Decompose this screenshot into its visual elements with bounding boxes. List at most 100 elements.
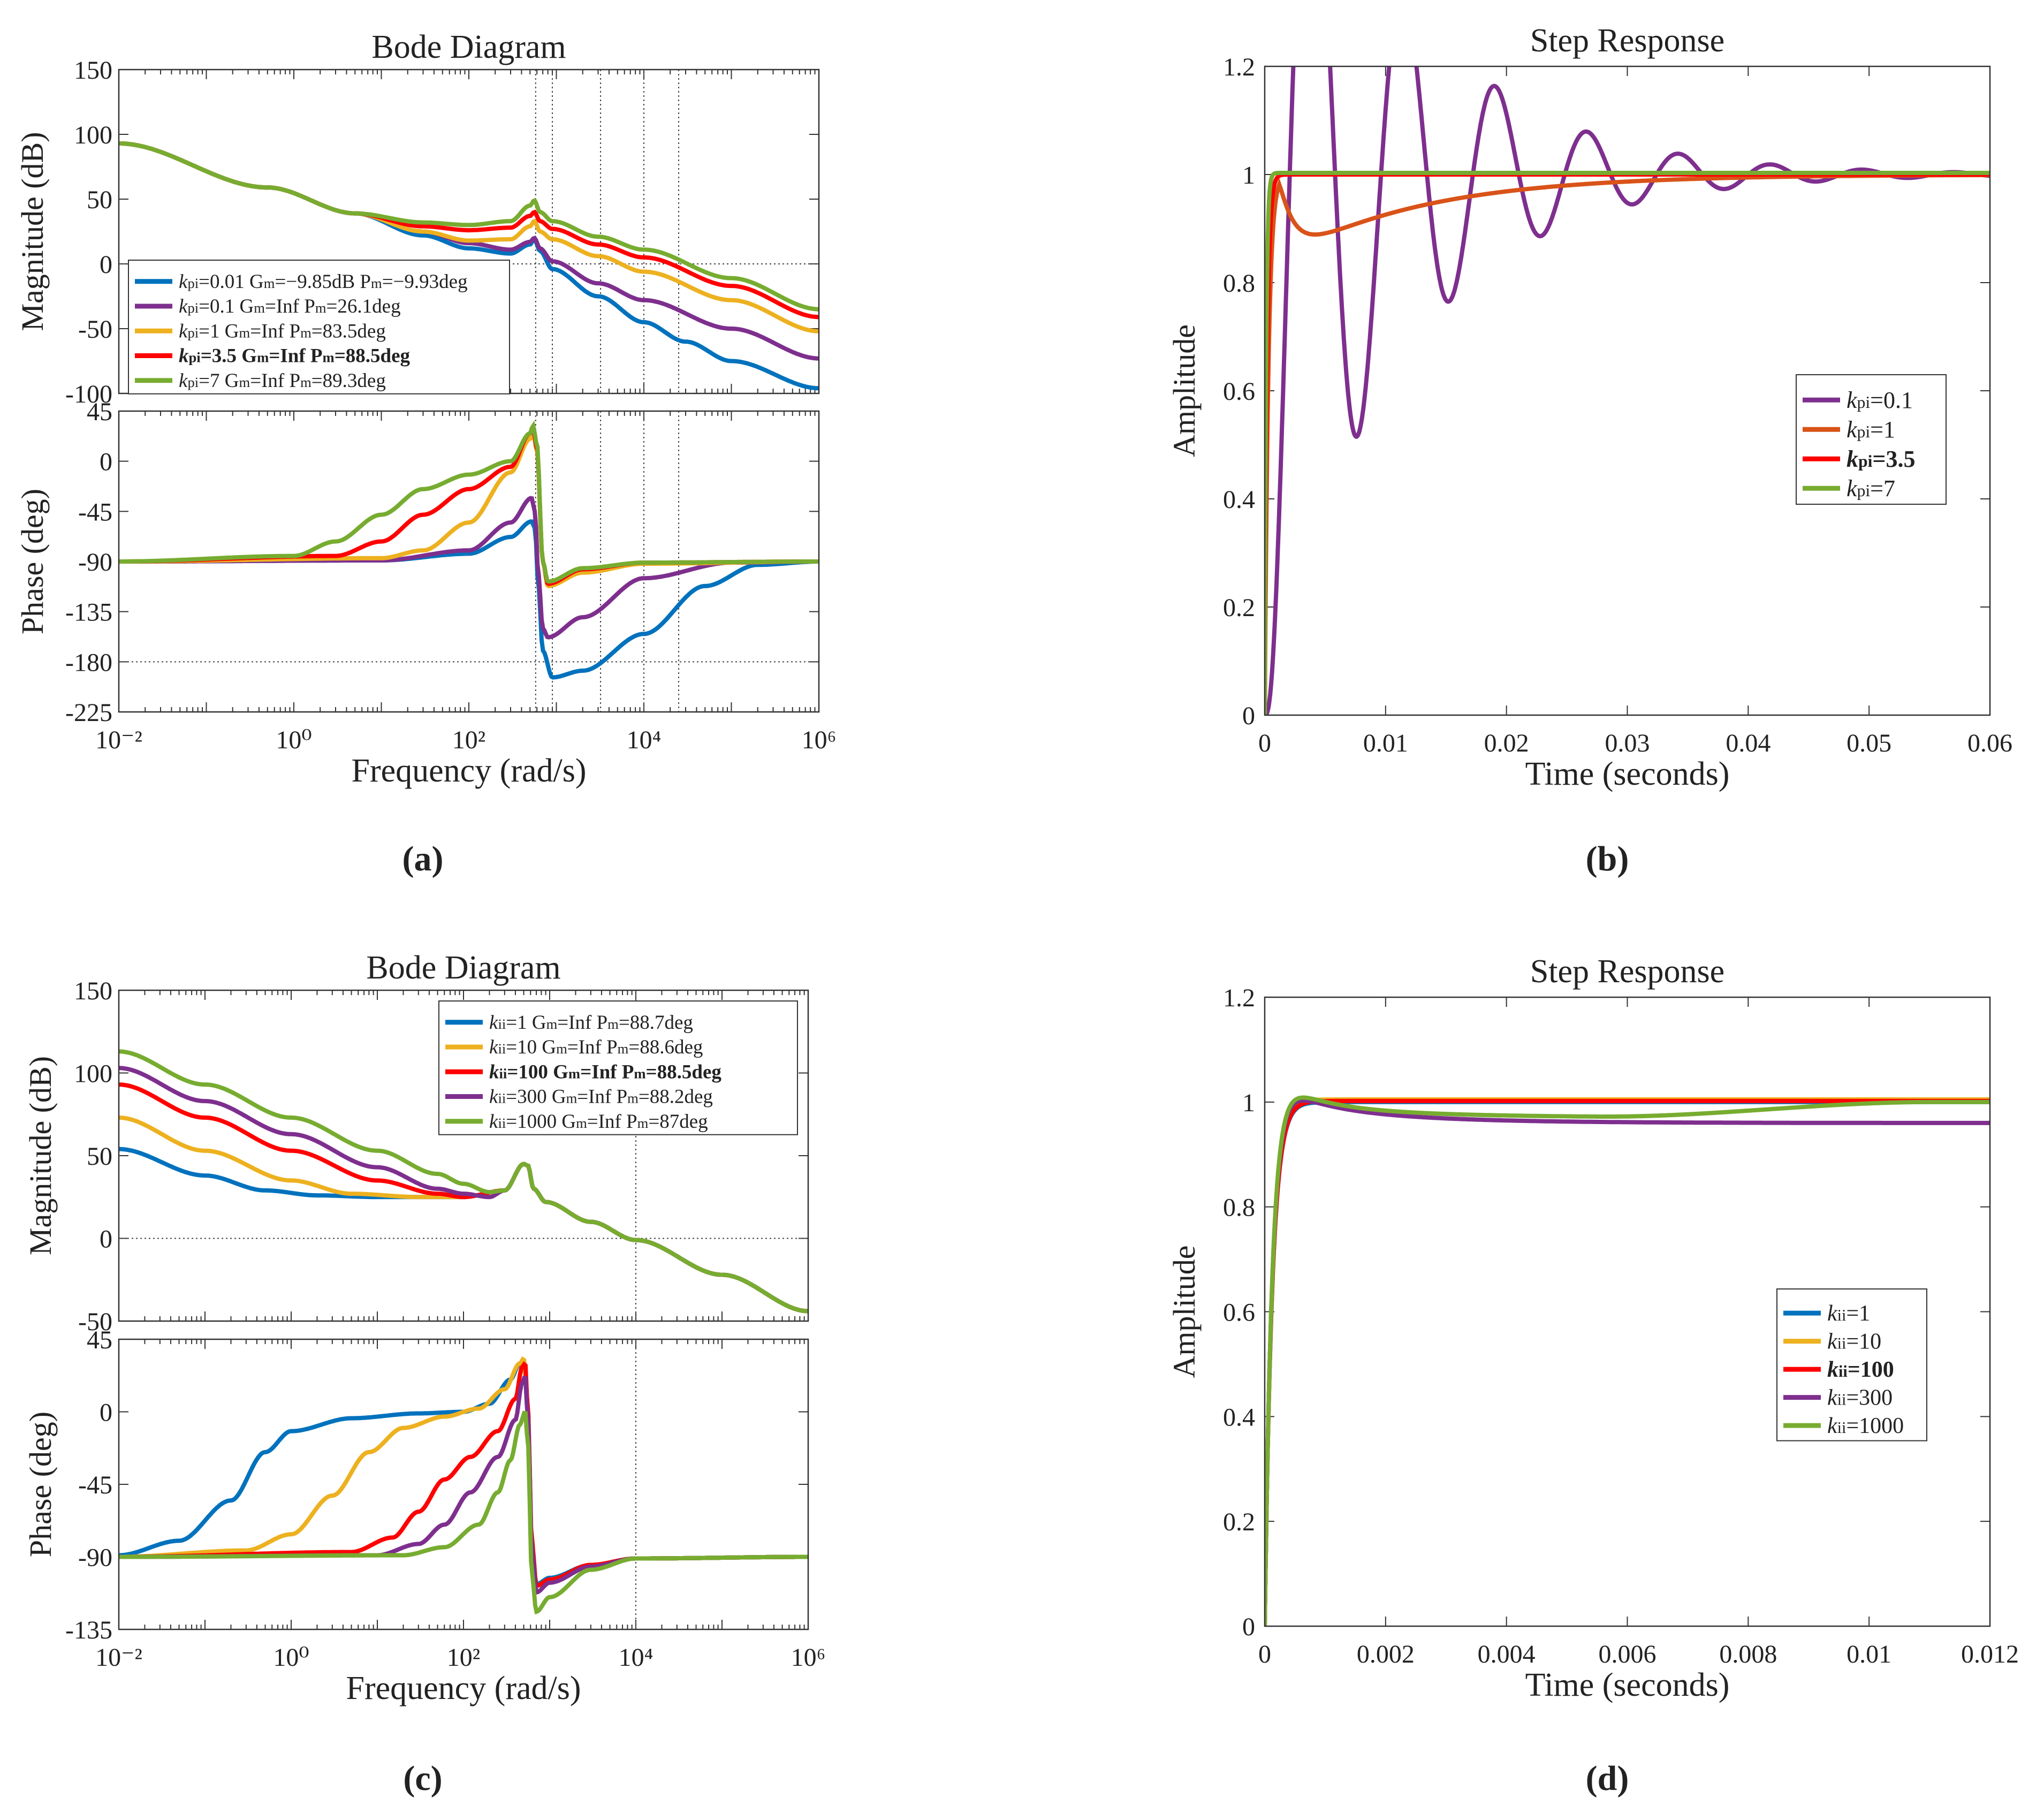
legend-label: kpi=1 Gm=Inf Pm=83.5deg: [179, 320, 386, 342]
y-axis-label: Phase (deg): [15, 489, 50, 634]
series-line-k_ii=100: [1265, 1098, 1990, 1626]
x-tick-label: 10⁻²: [95, 726, 142, 754]
legend-text-part: m: [637, 1115, 649, 1131]
legend-text-part: =88.7deg: [619, 1012, 693, 1034]
legend-label: kpi=7: [1847, 475, 1895, 502]
legend-entry: kii=1 Gm=Inf Pm=88.7deg: [445, 1012, 693, 1034]
legend-text-part: =Inf P: [577, 1086, 627, 1108]
legend-text-part: =Inf P: [250, 320, 300, 342]
x-axis-label: Time (seconds): [1525, 756, 1730, 792]
y-tick-label: 100: [74, 121, 112, 149]
y-tick-label: -225: [65, 699, 112, 727]
chart-title: Bode Diagram: [366, 950, 560, 986]
legend-text-part: =−9.85dB P: [275, 271, 371, 293]
y-tick-label: 1: [1242, 1089, 1255, 1117]
legend-label: kii=1: [1827, 1301, 1870, 1326]
y-tick-label: 0.2: [1223, 1508, 1255, 1536]
chart-title: Step Response: [1530, 953, 1724, 990]
legend-text-part: ii: [1838, 1362, 1848, 1380]
legend-entry: kii=1: [1783, 1301, 1870, 1326]
legend-text-part: =88.5deg: [646, 1061, 722, 1083]
legend-entry: kii=10: [1783, 1330, 1881, 1354]
series-line-k_pi=7: [1265, 171, 1990, 715]
legend-text-part: k: [1847, 416, 1858, 443]
legend-text-part: k: [1827, 1386, 1838, 1410]
x-tick-label: 0.03: [1605, 729, 1650, 757]
legend-label: kpi=0.1: [1847, 387, 1913, 413]
legend-text-part: =1000: [1846, 1414, 1904, 1438]
x-tick-label: 10⁰: [273, 1643, 309, 1672]
legend-text-part: =10 G: [506, 1036, 556, 1058]
legend-text-part: k: [489, 1012, 498, 1034]
legend-text-part: ii: [498, 1041, 506, 1057]
legend-text-part: =88.6deg: [628, 1036, 703, 1058]
legend-text-part: k: [1827, 1301, 1838, 1326]
legend-text-part: =300 G: [506, 1086, 566, 1108]
legend-text-part: =3.5: [1872, 446, 1915, 472]
y-tick-label: -135: [65, 598, 112, 627]
legend-label: kii=1000 Gm=Inf Pm=87deg: [489, 1111, 708, 1133]
chart-title: Step Response: [1530, 22, 1724, 59]
legend-label: kii=300 Gm=Inf Pm=88.2deg: [489, 1086, 713, 1108]
legend-text-part: m: [634, 1065, 645, 1081]
legend-text-part: k: [489, 1111, 498, 1133]
y-tick-label: 1: [1242, 161, 1255, 189]
legend-text-part: ii: [498, 1090, 506, 1106]
legend-label: kii=100 Gm=Inf Pm=88.5deg: [489, 1061, 721, 1083]
chart-title: Bode Diagram: [371, 29, 566, 65]
legend-label: kpi=1: [1847, 416, 1895, 443]
legend-label: kpi=3.5: [1847, 446, 1916, 472]
x-tick-label: 10⁶: [802, 726, 837, 754]
series-line-k_pi=7: [119, 141, 819, 312]
legend-text-part: k: [179, 320, 188, 342]
legend-text-part: k: [1827, 1414, 1838, 1438]
y-axis-label: Amplitude: [1167, 1245, 1202, 1378]
legend-entry: kpi=1: [1803, 416, 1895, 443]
y-tick-label: 45: [87, 398, 112, 426]
legend-text-part: =−9.93deg: [382, 271, 468, 293]
x-tick-label: 10⁴: [619, 1643, 654, 1672]
x-tick-label: 0.012: [1961, 1640, 2019, 1668]
y-tick-label: 0: [100, 251, 112, 279]
y-tick-label: -45: [78, 498, 112, 526]
y-tick-label: -50: [78, 1308, 112, 1336]
legend-text-part: k: [1847, 475, 1858, 502]
legend-text-part: k: [489, 1086, 498, 1108]
legend-text-part: pi: [1857, 422, 1871, 441]
y-tick-label: 150: [74, 56, 112, 85]
legend-text-part: =7: [1870, 475, 1895, 502]
legend-text-part: =10: [1846, 1330, 1881, 1354]
legend-label: kpi=0.01 Gm=−9.85dB Pm=−9.93deg: [179, 271, 468, 293]
legend-entry: kii=300 Gm=Inf Pm=88.2deg: [445, 1086, 713, 1108]
y-tick-label: 50: [87, 1142, 112, 1171]
legend-entry: kpi=7 Gm=Inf Pm=89.3deg: [135, 370, 386, 392]
x-tick-label: 0.04: [1726, 729, 1771, 757]
legend-text-part: m: [568, 1065, 580, 1081]
legend-text-part: m: [371, 275, 382, 291]
y-tick-label: 0: [100, 1399, 112, 1427]
legend-text-part: =88.2deg: [639, 1086, 713, 1108]
y-tick-label: 0: [100, 1225, 112, 1254]
legend-text-part: pi: [187, 275, 199, 291]
series-line-k_ii=1000: [119, 1410, 808, 1615]
legend-text-part: m: [576, 1115, 587, 1131]
legend-entry: kpi=3.5 Gm=Inf Pm=88.5deg: [135, 345, 411, 367]
y-tick-label: 0.8: [1223, 269, 1255, 298]
x-tick-label: 0.02: [1484, 729, 1529, 757]
legend-text-part: k: [1827, 1357, 1838, 1382]
y-tick-label: -50: [78, 315, 112, 344]
y-tick-label: -90: [78, 548, 112, 576]
legend-text-part: m: [546, 1016, 558, 1032]
x-tick-label: 10²: [452, 726, 485, 754]
x-axis-label: Frequency (rad/s): [346, 1670, 581, 1706]
legend-entry: kii=300: [1783, 1386, 1893, 1410]
legend-box: [1796, 374, 1947, 505]
y-axis-label: Amplitude: [1167, 324, 1202, 457]
y-tick-label: 0: [1242, 702, 1255, 730]
legend-text-part: m: [239, 324, 250, 340]
legend-text-part: =Inf P: [269, 345, 322, 367]
legend-text-part: m: [300, 324, 311, 340]
legend-text-part: pi: [187, 300, 199, 316]
legend-text-part: pi: [187, 324, 199, 340]
